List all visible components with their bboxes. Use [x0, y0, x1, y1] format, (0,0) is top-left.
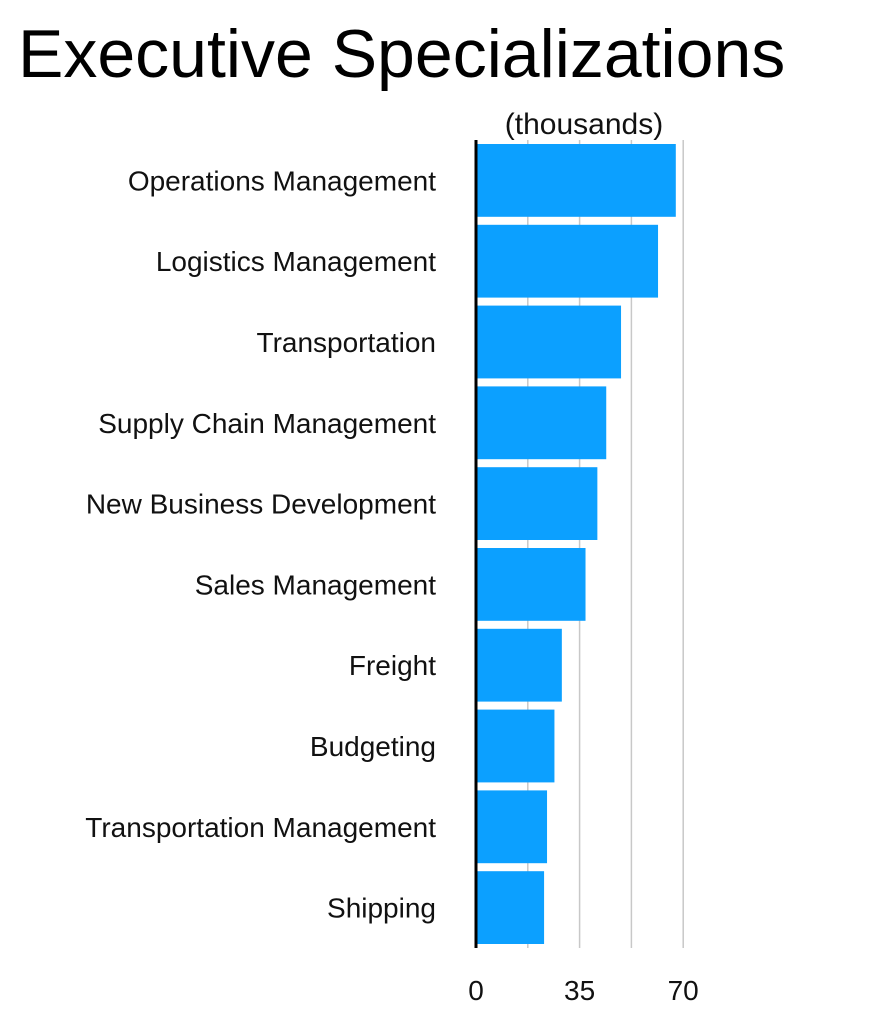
- bar: [476, 548, 586, 621]
- category-label: Transportation: [257, 327, 437, 358]
- category-label: Freight: [349, 650, 436, 681]
- bar: [476, 709, 555, 783]
- bar: [476, 224, 659, 298]
- bar: [476, 871, 545, 944]
- category-label: Supply Chain Management: [98, 408, 436, 439]
- category-label: Shipping: [327, 893, 436, 924]
- unit-label: (thousands): [505, 108, 663, 141]
- bar: [476, 386, 607, 460]
- bar: [476, 467, 598, 540]
- category-label: Budgeting: [310, 731, 436, 762]
- category-labels: Operations Management Logistics Managemen…: [85, 165, 436, 923]
- bar: [476, 790, 548, 864]
- bar: [476, 305, 622, 379]
- chart-title: Executive Specializations: [18, 16, 786, 92]
- x-tick-label: 70: [668, 975, 699, 1006]
- x-tick-label: 0: [468, 975, 484, 1006]
- bar: [476, 628, 562, 702]
- category-label: New Business Development: [86, 489, 436, 520]
- x-tick-labels: 0 35 70: [468, 975, 699, 1006]
- x-tick-label: 35: [564, 975, 595, 1006]
- category-label: Transportation Management: [85, 812, 436, 843]
- bar: [476, 144, 676, 217]
- bars: [476, 144, 676, 944]
- category-label: Sales Management: [195, 569, 436, 600]
- category-label: Operations Management: [128, 165, 436, 196]
- category-label: Logistics Management: [156, 246, 436, 277]
